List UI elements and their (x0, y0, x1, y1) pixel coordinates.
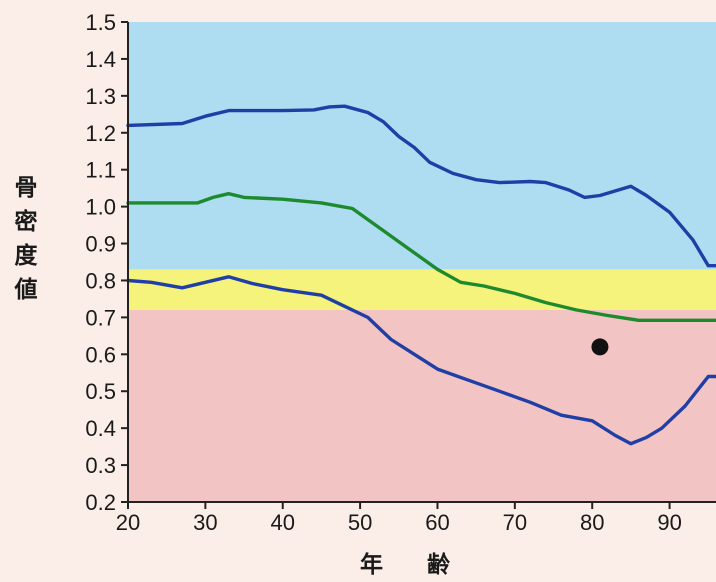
y-tick-label: 0.5 (85, 379, 116, 404)
y-tick-label: 1.0 (85, 195, 116, 220)
y-tick-label: 1.2 (85, 121, 116, 146)
y-tick-label: 0.2 (85, 490, 116, 515)
y-axis-title-char: 度 (15, 242, 39, 269)
x-tick-label: 80 (580, 510, 604, 535)
y-tick-label: 0.6 (85, 342, 116, 367)
y-axis-title-char: 値 (14, 277, 38, 303)
series-lines (126, 104, 716, 446)
y-tick-label: 1.5 (85, 10, 116, 35)
x-axis-title: 年 齢 (360, 551, 468, 578)
x-tick-label: 30 (193, 510, 217, 535)
x-tick-label: 40 (270, 510, 294, 535)
x-tick-label: 60 (425, 510, 449, 535)
data-point-marker (591, 338, 609, 356)
band-2 (128, 22, 716, 270)
y-tick-label: 0.8 (85, 268, 116, 293)
x-tick-label: 70 (503, 510, 527, 535)
y-tick-label: 0.3 (85, 453, 116, 478)
x-tick-label: 20 (116, 510, 140, 535)
x-tick-label: 50 (348, 510, 372, 535)
series-line-0 (126, 104, 716, 268)
x-tick-labels: 20 30 40 50 60 70 80 90 (116, 502, 682, 535)
y-axis-title-char: 骨 (15, 175, 38, 201)
series-line-1 (126, 192, 716, 322)
y-axis-title-char: 密 (15, 208, 38, 235)
axes (127, 22, 716, 503)
reference-bands (128, 22, 716, 502)
y-tick-label: 1.4 (85, 47, 116, 72)
data-markers (591, 338, 609, 356)
y-tick-label: 0.4 (85, 416, 116, 441)
y-axis-title: 骨密度値 (14, 175, 39, 303)
y-tick-label: 1.3 (85, 84, 116, 109)
y-tick-labels: 1.5 1.4 1.3 1.2 1.1 1.0 0.9 0.8 0.7 0.6 0.5 0.4 0.3 0… (85, 10, 128, 515)
y-tick-label: 1.1 (85, 158, 116, 183)
y-tick-label: 0.9 (85, 232, 116, 257)
x-tick-label: 90 (657, 510, 681, 535)
y-tick-label: 0.7 (85, 305, 116, 330)
band-1 (128, 269, 716, 310)
band-0 (128, 310, 716, 502)
series-line-2 (126, 275, 716, 446)
